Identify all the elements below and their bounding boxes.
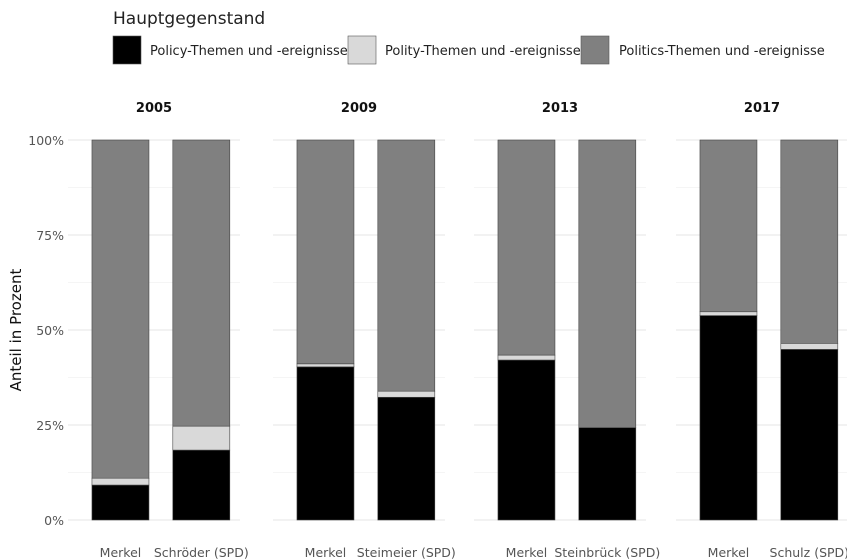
facet-panels: 2005 Merkel Schröder (SPD) 2009 Merkel Steime… (68, 101, 847, 560)
facet-panel-2013: 2013 Merkel Steinbrück (SPD) (474, 101, 660, 560)
x-tick-label: Merkel (708, 545, 750, 560)
facet-panel-2009: 2009 Merkel Steimeier (SPD) (273, 101, 456, 560)
bar-segment-politics-2013-challenger (578, 139, 637, 428)
y-tick-label-50: 50% (36, 323, 64, 338)
legend-label-polity: Polity-Themen und -ereignisse (385, 44, 581, 59)
legend-swatch-policy (112, 35, 142, 65)
bar-segment-policy-2005-challenger (172, 449, 231, 521)
bar-segment-politics-2017-challenger (780, 139, 839, 344)
legend-swatch-polity (347, 35, 377, 65)
legend-label-policy: Policy-Themen und -ereignisse (150, 44, 348, 59)
bar-segment-polity-2005-merkel (91, 477, 150, 486)
legend-label-politics: Politics-Themen und -ereignisse (619, 44, 825, 59)
x-tick-label: Schulz (SPD) (770, 545, 847, 560)
y-axis-title: Anteil in Prozent (7, 269, 25, 392)
x-tick-label: Steimeier (SPD) (357, 545, 456, 560)
bar-segment-politics-2017-merkel (699, 139, 758, 313)
bar-segment-politics-2005-merkel (91, 139, 150, 479)
bar-segment-polity-2017-merkel (699, 311, 758, 316)
bar-segment-policy-2005-merkel (91, 484, 150, 521)
y-tick-label-75: 75% (36, 228, 64, 243)
bar-segment-policy-2009-challenger (377, 396, 436, 521)
legend: Hauptgegenstand Policy-Themen und -ereig… (112, 9, 825, 65)
x-tick-label: Merkel (305, 545, 347, 560)
legend-entry-policy: Policy-Themen und -ereignisse (112, 35, 348, 65)
bar-segment-politics-2013-merkel (497, 139, 556, 356)
legend-title: Hauptgegenstand (113, 9, 265, 29)
x-tick-label: Schröder (SPD) (154, 545, 249, 560)
facet-panel-2017: 2017 Merkel Schulz (SPD) (676, 101, 847, 560)
bar-segment-polity-2009-merkel (296, 363, 355, 368)
bar-segment-politics-2009-merkel (296, 139, 355, 365)
legend-entry-polity: Polity-Themen und -ereignisse (347, 35, 581, 65)
facet-title-2005: 2005 (136, 101, 172, 116)
bar-segment-polity-2009-challenger (377, 390, 436, 398)
bar-segment-polity-2013-merkel (497, 354, 556, 361)
x-tick-label: Merkel (100, 545, 142, 560)
bar-segment-politics-2009-challenger (377, 139, 436, 392)
y-tick-label-25: 25% (36, 418, 64, 433)
y-axis: 0% 25% 50% 75% 100% (28, 133, 64, 528)
bar-segment-policy-2013-merkel (497, 359, 556, 521)
legend-swatch-politics (580, 35, 610, 65)
y-tick-label-0: 0% (44, 513, 64, 528)
bar-segment-policy-2017-challenger (780, 349, 839, 521)
bar-segment-policy-2009-merkel (296, 366, 355, 521)
y-tick-label-100: 100% (28, 133, 64, 148)
bar-segment-polity-2017-challenger (780, 342, 839, 350)
bar-segment-policy-2013-challenger (578, 427, 637, 521)
x-tick-label: Merkel (506, 545, 548, 560)
legend-entry-politics: Politics-Themen und -ereignisse (580, 35, 825, 65)
bar-segment-polity-2005-challenger (172, 425, 231, 451)
facet-title-2009: 2009 (341, 101, 377, 116)
facet-title-2013: 2013 (542, 101, 578, 116)
facet-panel-2005: 2005 Merkel Schröder (SPD) (68, 101, 249, 560)
facet-title-2017: 2017 (744, 101, 780, 116)
x-tick-label: Steinbrück (SPD) (554, 545, 660, 560)
bar-segment-politics-2005-challenger (172, 139, 231, 427)
bar-segment-policy-2017-merkel (699, 315, 758, 521)
